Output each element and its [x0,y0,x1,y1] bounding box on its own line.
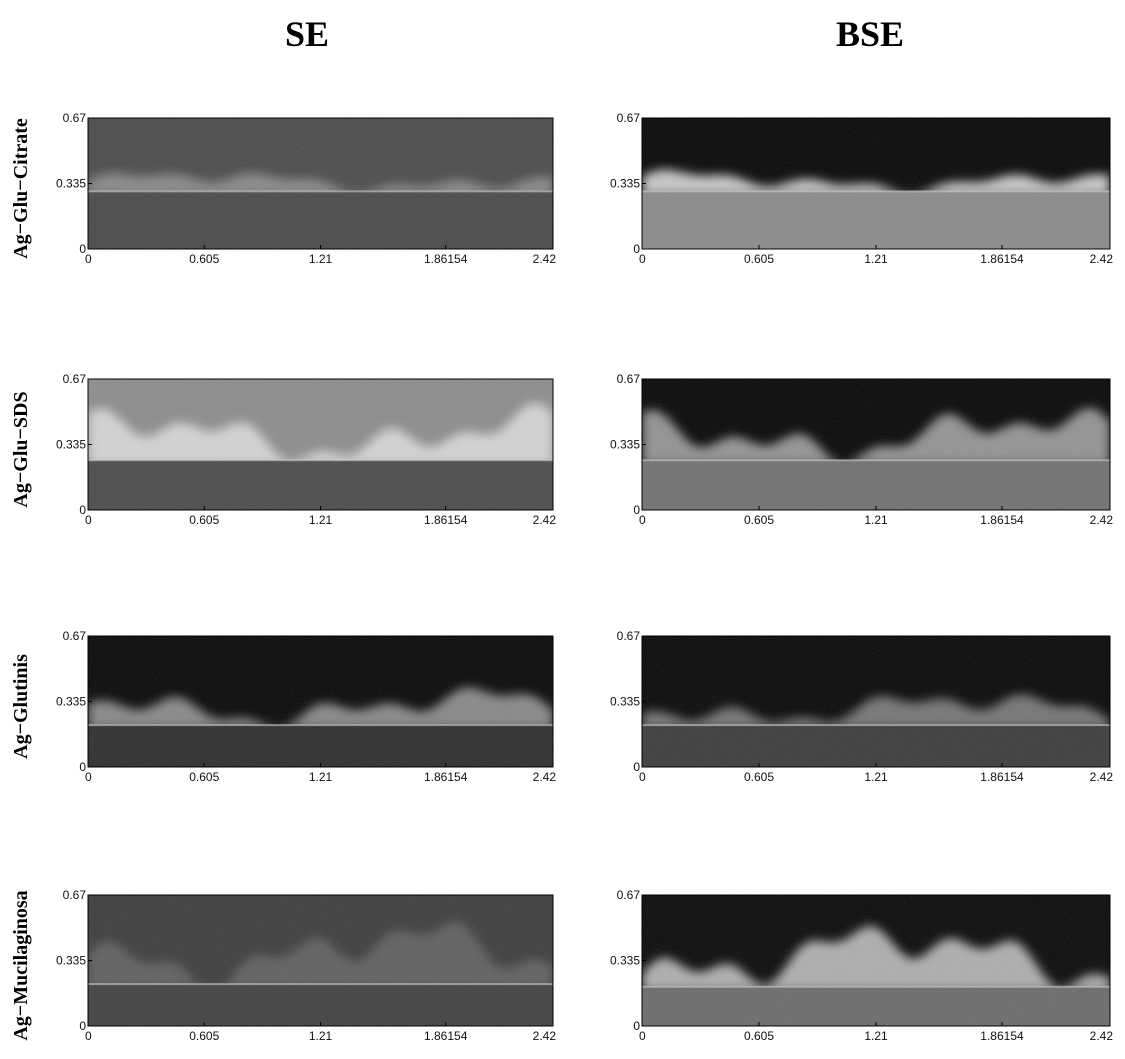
y-tick-label: 0.67 [617,372,641,386]
y-tick-label: 0.335 [56,695,86,709]
x-tick-label: 2.42 [533,252,557,266]
x-tick-label: 0 [639,252,646,266]
y-tick-label: 0.67 [617,888,641,902]
x-tick-label: 1.21 [309,1029,333,1043]
x-tick-label: 0.605 [744,1029,774,1043]
x-tick-label: 1.86154 [424,513,468,527]
grain [642,895,1110,1026]
y-tick-label: 0.67 [63,372,87,386]
column-title: SE [285,14,329,54]
x-tick-label: 0.605 [189,770,219,784]
row-label: Ag−Glutinis [10,654,32,759]
y-tick-label: 0 [633,242,640,256]
y-tick-label: 0.67 [63,888,87,902]
y-tick-label: 0 [633,760,640,774]
y-tick-label: 0.335 [610,954,640,968]
image-panel [642,636,1110,767]
grain [88,379,553,510]
y-tick-label: 0 [79,503,86,517]
x-tick-label: 2.42 [533,770,557,784]
row-label: Ag−Glu−Citrate [10,118,32,259]
x-tick-label: 1.86154 [980,770,1024,784]
x-tick-label: 1.21 [309,770,333,784]
x-tick-label: 0 [639,1029,646,1043]
grain [642,379,1110,510]
x-tick-label: 1.21 [864,770,888,784]
grain [642,636,1110,767]
x-tick-label: 1.21 [864,513,888,527]
x-tick-label: 0.605 [744,513,774,527]
x-tick-label: 0.605 [189,513,219,527]
row-label: Ag−Mucilaginosa [10,890,32,1040]
x-tick-label: 0 [85,513,92,527]
y-tick-label: 0.335 [56,177,86,191]
x-tick-label: 2.42 [1090,770,1114,784]
y-tick-label: 0.335 [610,177,640,191]
y-tick-label: 0 [633,503,640,517]
x-tick-label: 1.86154 [424,252,468,266]
image-panel [642,118,1110,249]
y-tick-label: 0.67 [63,111,87,125]
y-tick-label: 0.335 [610,438,640,452]
image-panel [642,895,1110,1026]
grain [88,895,553,1026]
y-tick-label: 0 [79,760,86,774]
y-tick-label: 0.67 [617,629,641,643]
x-tick-label: 1.86154 [980,252,1024,266]
y-tick-label: 0 [79,242,86,256]
x-tick-label: 1.21 [864,1029,888,1043]
image-panel [88,379,553,510]
grain [642,118,1110,249]
x-tick-label: 0 [85,1029,92,1043]
x-tick-label: 0 [639,513,646,527]
x-tick-label: 2.42 [1090,513,1114,527]
row-label: Ag−Glu−SDS [10,391,32,507]
x-tick-label: 1.86154 [424,1029,468,1043]
x-tick-label: 0 [639,770,646,784]
x-tick-label: 2.42 [533,513,557,527]
y-tick-label: 0.67 [617,111,641,125]
image-panel [88,636,553,767]
grain [88,636,553,767]
x-tick-label: 2.42 [1090,252,1114,266]
x-tick-label: 1.21 [309,252,333,266]
x-tick-label: 0 [85,252,92,266]
x-tick-label: 1.86154 [980,1029,1024,1043]
y-tick-label: 0.67 [63,629,87,643]
x-tick-label: 1.86154 [424,770,468,784]
x-tick-label: 1.21 [864,252,888,266]
x-tick-label: 0.605 [189,1029,219,1043]
x-tick-label: 0.605 [744,770,774,784]
image-panel [88,895,553,1026]
image-panel [642,379,1110,510]
x-tick-label: 0.605 [189,252,219,266]
x-tick-label: 2.42 [1090,1029,1114,1043]
y-tick-label: 0.335 [610,695,640,709]
y-tick-label: 0 [633,1019,640,1033]
y-tick-label: 0.335 [56,954,86,968]
y-tick-label: 0 [79,1019,86,1033]
y-tick-label: 0.335 [56,438,86,452]
x-tick-label: 1.21 [309,513,333,527]
grain [88,118,553,249]
x-tick-label: 1.86154 [980,513,1024,527]
x-tick-label: 0 [85,770,92,784]
column-title: BSE [836,14,904,54]
image-panel [88,118,553,249]
x-tick-label: 0.605 [744,252,774,266]
x-tick-label: 2.42 [533,1029,557,1043]
